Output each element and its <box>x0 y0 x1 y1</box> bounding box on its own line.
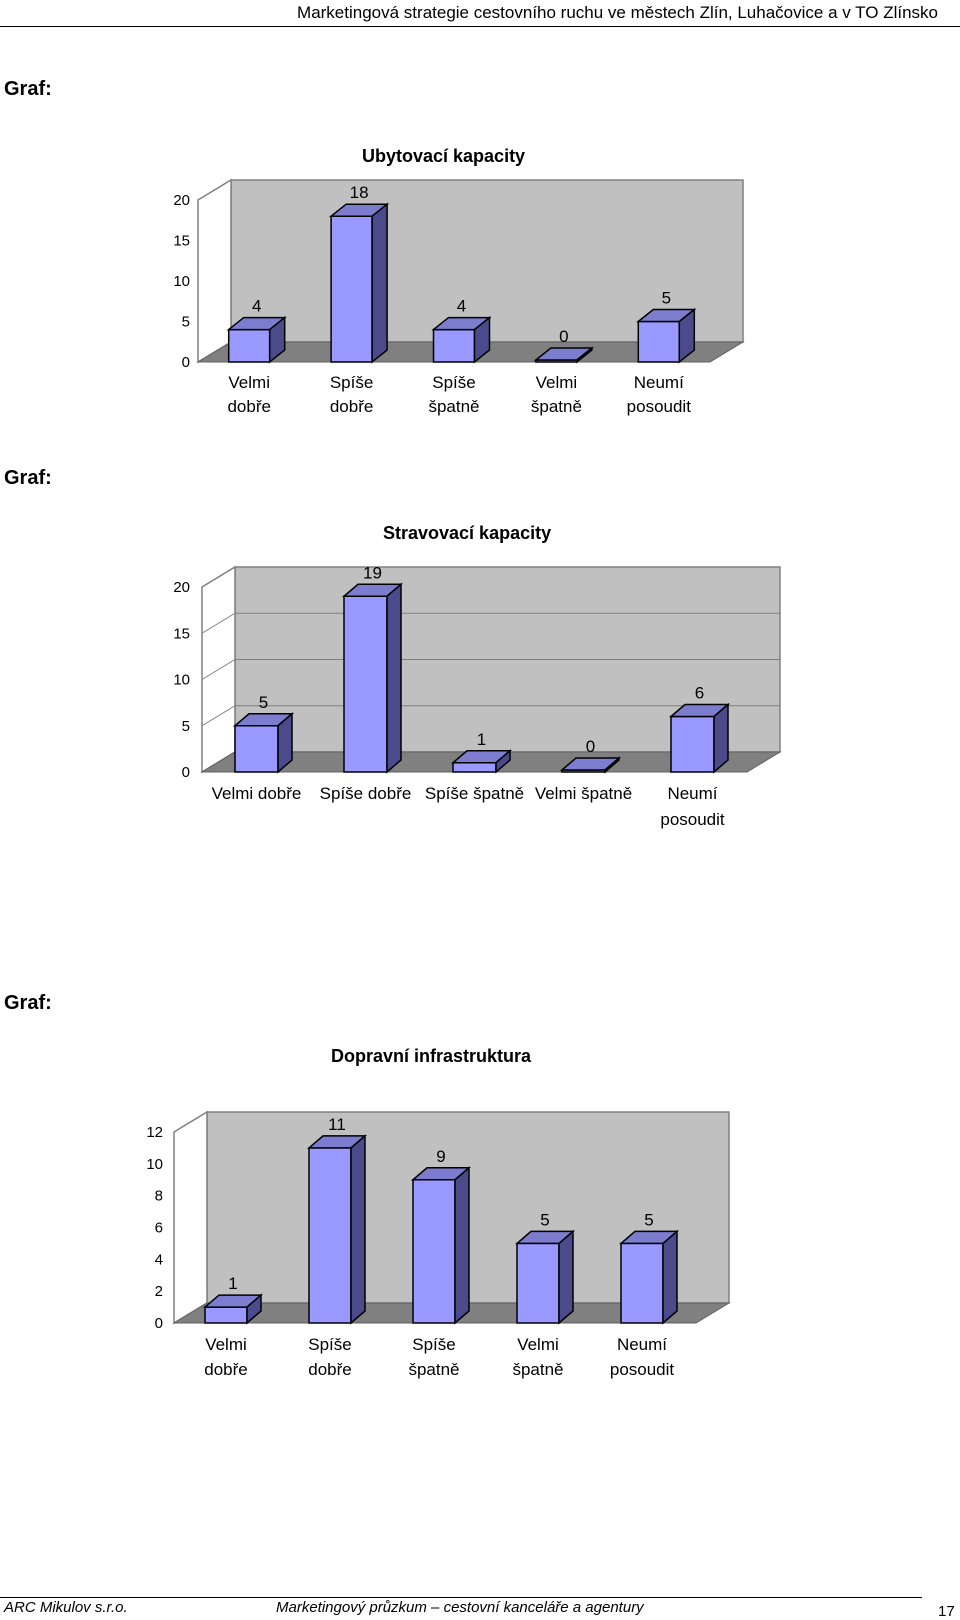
data-label: 5 <box>644 1210 653 1229</box>
category-label: špatně <box>408 1360 459 1379</box>
bar <box>308 1147 352 1324</box>
bar-side <box>678 307 696 364</box>
y-tick-label: 5 <box>182 314 190 331</box>
bar-side <box>576 346 593 364</box>
bar-side <box>246 1293 262 1325</box>
gridline <box>201 705 780 727</box>
y-tick-label: 2 <box>155 1283 163 1300</box>
y-tick-label: 20 <box>173 579 190 596</box>
category-label: posoudit <box>627 397 692 416</box>
bar-side <box>495 749 511 774</box>
data-label: 9 <box>436 1147 445 1166</box>
gridline <box>201 612 780 634</box>
category-label: Velmi <box>205 1335 247 1354</box>
data-label: 4 <box>252 297 261 316</box>
graf-label-3: Graf: <box>4 992 52 1014</box>
category-label: Spíše špatně <box>425 784 524 803</box>
data-label: 5 <box>540 1210 549 1229</box>
y-tick-label: 6 <box>155 1220 163 1237</box>
category-label: Velmi <box>228 373 270 392</box>
category-label: špatně <box>512 1360 563 1379</box>
chart-title-stravovaci: Stravovací kapacity <box>383 523 552 543</box>
category-label: dobře <box>330 397 373 416</box>
category-label: posoudit <box>660 810 725 829</box>
data-label: 0 <box>559 327 568 346</box>
gridline <box>201 659 780 680</box>
data-label: 0 <box>586 737 595 756</box>
y-tick-label: 10 <box>146 1156 163 1173</box>
category-label: Velmi špatně <box>535 784 632 803</box>
y-tick-label: 0 <box>182 764 190 781</box>
category-label: špatně <box>428 397 479 416</box>
category-label: Spíše <box>330 373 373 392</box>
bar-side <box>277 712 293 774</box>
y-tick-label: 0 <box>155 1315 163 1332</box>
bar-side <box>268 316 286 364</box>
category-label: Velmi dobře <box>212 784 302 803</box>
y-tick-label: 10 <box>173 273 190 290</box>
data-label: 19 <box>363 563 382 582</box>
category-label: Spíše <box>432 373 475 392</box>
page-number: 17 <box>938 1603 955 1620</box>
category-label: Neumí <box>667 784 717 803</box>
category-label: špatně <box>531 397 582 416</box>
category-label: Neumí <box>617 1335 667 1354</box>
bar-side <box>371 202 388 364</box>
chart-title-dopravni: Dopravní infrastruktura <box>331 1046 532 1066</box>
footer-company: ARC Mikulov s.r.o. <box>4 1599 128 1616</box>
y-tick-label: 12 <box>146 1124 163 1141</box>
y-tick-label: 20 <box>173 192 190 209</box>
bar-side <box>558 1229 574 1325</box>
bar-side <box>713 702 729 774</box>
category-label: dobře <box>308 1360 351 1379</box>
bar <box>412 1179 456 1324</box>
category-label: dobře <box>227 397 270 416</box>
chart-title-ubytovaci: Ubytovací kapacity <box>362 146 526 166</box>
data-label: 5 <box>259 693 268 712</box>
bar-side <box>386 582 402 774</box>
bar-side <box>454 1166 470 1325</box>
category-label: Velmi <box>536 373 578 392</box>
bar-side <box>604 756 620 774</box>
category-label: Velmi <box>517 1335 559 1354</box>
y-tick-label: 4 <box>155 1251 163 1268</box>
category-label: Neumí <box>634 373 684 392</box>
data-label: 4 <box>457 297 466 316</box>
data-label: 11 <box>328 1115 346 1134</box>
header-title: Marketingová strategie cestovního ruchu … <box>297 3 938 22</box>
category-label: posoudit <box>610 1360 675 1379</box>
bar <box>516 1242 560 1324</box>
graf-label-1: Graf: <box>4 78 52 100</box>
page-header: Marketingová strategie cestovního ruchu … <box>0 0 960 27</box>
data-label: 18 <box>350 183 369 202</box>
y-tick-label: 10 <box>173 672 190 689</box>
chart-side-wall <box>173 1110 208 1325</box>
category-label: Spíše <box>412 1335 455 1354</box>
y-tick-label: 8 <box>155 1188 163 1205</box>
gridline <box>201 566 780 588</box>
y-tick-label: 15 <box>173 233 190 250</box>
graf-label-2: Graf: <box>4 467 52 489</box>
bar <box>620 1242 664 1324</box>
footer-divider <box>0 1597 922 1598</box>
category-label: Spíše dobře <box>320 784 412 803</box>
bar-side <box>473 316 491 364</box>
bar-side <box>662 1229 678 1325</box>
category-label: dobře <box>204 1360 247 1379</box>
y-tick-label: 15 <box>173 625 190 642</box>
bar <box>204 1306 248 1324</box>
bar-side <box>350 1134 366 1325</box>
y-tick-label: 0 <box>182 354 190 371</box>
data-label: 6 <box>695 684 704 703</box>
data-label: 1 <box>228 1274 237 1293</box>
data-label: 5 <box>662 289 671 308</box>
footer-subtitle: Marketingový průzkum – cestovní kancelář… <box>276 1599 644 1616</box>
data-label: 1 <box>477 730 486 749</box>
y-tick-label: 5 <box>182 718 190 735</box>
category-label: Spíše <box>308 1335 351 1354</box>
